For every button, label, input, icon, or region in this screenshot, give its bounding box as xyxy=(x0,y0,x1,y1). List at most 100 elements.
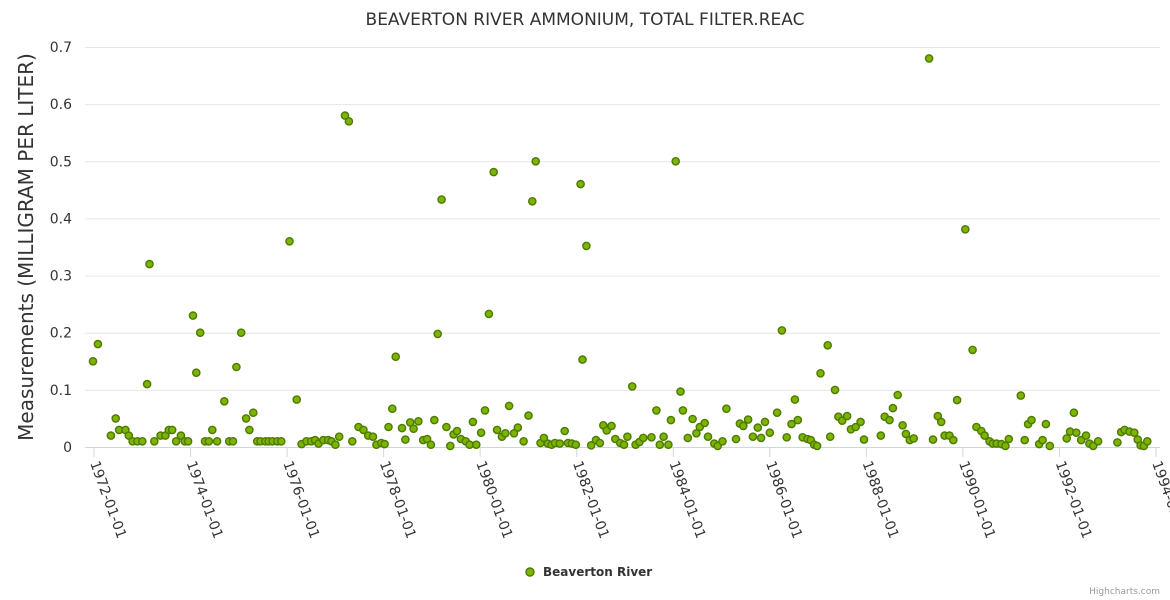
data-point[interactable] xyxy=(167,425,177,435)
data-point[interactable] xyxy=(241,414,251,423)
data-point[interactable] xyxy=(188,311,198,320)
data-point[interactable] xyxy=(909,434,919,443)
data-point[interactable] xyxy=(760,417,770,427)
data-point[interactable] xyxy=(888,403,898,413)
data-point[interactable] xyxy=(830,385,840,395)
data-point[interactable] xyxy=(812,441,822,451)
legend-symbol[interactable] xyxy=(525,567,535,577)
data-point[interactable] xyxy=(901,429,911,439)
data-point[interactable] xyxy=(647,432,656,442)
data-point[interactable] xyxy=(639,433,648,443)
data-point[interactable] xyxy=(492,425,502,435)
data-point[interactable] xyxy=(623,432,632,442)
data-point[interactable] xyxy=(1062,434,1071,443)
data-point[interactable] xyxy=(980,431,989,440)
data-point[interactable] xyxy=(212,436,222,446)
data-point[interactable] xyxy=(1081,431,1091,440)
data-point[interactable] xyxy=(504,401,514,411)
data-point[interactable] xyxy=(500,428,510,438)
data-point[interactable] xyxy=(772,408,782,418)
data-point[interactable] xyxy=(739,421,748,431)
data-point[interactable] xyxy=(859,435,869,444)
data-point[interactable] xyxy=(676,387,685,396)
data-point[interactable] xyxy=(207,425,217,435)
data-point[interactable] xyxy=(380,439,389,449)
data-point[interactable] xyxy=(445,441,455,451)
data-point[interactable] xyxy=(787,419,796,429)
data-point[interactable] xyxy=(578,355,587,364)
data-point[interactable] xyxy=(688,414,697,424)
data-point[interactable] xyxy=(560,426,570,436)
data-point[interactable] xyxy=(183,436,193,446)
data-point[interactable] xyxy=(898,420,907,430)
data-point[interactable] xyxy=(359,425,368,435)
data-point[interactable] xyxy=(627,382,637,391)
data-point[interactable] xyxy=(480,406,490,415)
data-point[interactable] xyxy=(433,329,443,339)
data-point[interactable] xyxy=(936,417,946,427)
data-point[interactable] xyxy=(731,434,741,444)
data-point[interactable] xyxy=(700,418,710,428)
data-point[interactable] xyxy=(437,195,446,204)
data-point[interactable] xyxy=(471,440,481,450)
data-point[interactable] xyxy=(124,431,134,440)
data-point[interactable] xyxy=(968,345,977,355)
data-point[interactable] xyxy=(1001,441,1010,451)
data-point[interactable] xyxy=(88,356,98,366)
data-point[interactable] xyxy=(1113,438,1122,447)
data-point[interactable] xyxy=(666,415,676,425)
data-point[interactable] xyxy=(442,422,451,432)
data-point[interactable] xyxy=(405,418,415,427)
data-point[interactable] xyxy=(952,395,962,405)
data-point[interactable] xyxy=(344,117,354,126)
data-point[interactable] xyxy=(528,196,537,206)
data-point[interactable] xyxy=(893,390,903,400)
data-point[interactable] xyxy=(368,432,378,442)
data-point[interactable] xyxy=(678,406,688,415)
data-point[interactable] xyxy=(204,436,214,446)
data-point[interactable] xyxy=(790,395,800,404)
data-point[interactable] xyxy=(555,439,565,448)
data-point[interactable] xyxy=(1093,436,1103,446)
data-point[interactable] xyxy=(1038,435,1047,445)
data-point[interactable] xyxy=(531,156,541,166)
data-point[interactable] xyxy=(468,417,478,427)
data-point[interactable] xyxy=(664,440,673,450)
data-point[interactable] xyxy=(753,423,763,432)
data-point[interactable] xyxy=(928,435,938,444)
data-point[interactable] xyxy=(519,436,528,446)
data-point[interactable] xyxy=(149,436,159,446)
data-point[interactable] xyxy=(195,328,205,338)
data-point[interactable] xyxy=(793,415,803,425)
data-point[interactable] xyxy=(513,423,523,432)
data-point[interactable] xyxy=(619,440,629,450)
data-point[interactable] xyxy=(1016,391,1026,400)
data-point[interactable] xyxy=(524,411,533,420)
data-point[interactable] xyxy=(219,396,229,406)
data-point[interactable] xyxy=(607,421,616,431)
data-point[interactable] xyxy=(586,440,596,450)
data-point[interactable] xyxy=(414,416,423,426)
data-point[interactable] xyxy=(842,411,852,421)
data-point[interactable] xyxy=(756,433,766,443)
data-point[interactable] xyxy=(703,432,713,442)
data-point[interactable] xyxy=(1143,436,1152,446)
data-point[interactable] xyxy=(825,432,835,442)
legend[interactable]: Beaverton River xyxy=(525,565,652,579)
data-point[interactable] xyxy=(391,352,401,362)
data-point[interactable] xyxy=(347,436,357,446)
data-point[interactable] xyxy=(248,408,258,418)
data-point[interactable] xyxy=(452,426,462,436)
data-point[interactable] xyxy=(176,431,186,440)
data-point[interactable] xyxy=(576,179,585,189)
data-point[interactable] xyxy=(1020,435,1029,445)
data-point[interactable] xyxy=(1045,441,1055,451)
data-point[interactable] xyxy=(748,432,758,442)
data-point[interactable] xyxy=(692,428,701,438)
data-point[interactable] xyxy=(782,432,792,442)
data-point[interactable] xyxy=(142,379,152,389)
legend-label[interactable]: Beaverton River xyxy=(543,565,652,579)
data-point[interactable] xyxy=(245,425,254,435)
data-point[interactable] xyxy=(236,328,246,338)
data-point[interactable] xyxy=(816,368,825,378)
